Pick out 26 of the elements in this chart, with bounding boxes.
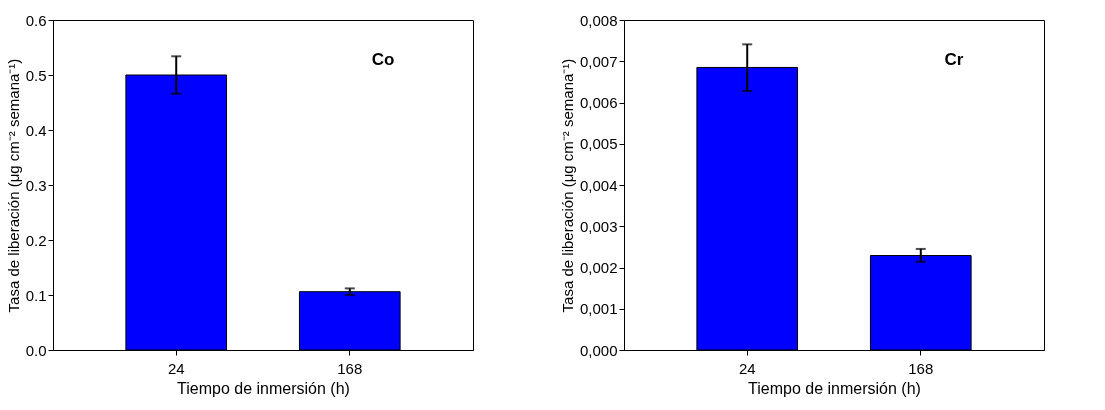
y-tick-label: 0,002 (579, 259, 618, 276)
y-tick-label: 0.4 (25, 121, 47, 139)
y-tick-label: 0,001 (579, 300, 618, 318)
x-axis-title: Tiempo de inmersión (h) (748, 379, 921, 397)
annotation: Co (371, 50, 395, 69)
y-axis-title: Tasa de liberación (μg cm⁻² semana⁻¹) (558, 58, 576, 313)
y-tick-label: 0.2 (25, 231, 47, 249)
y-tick-label: 0,000 (579, 341, 618, 359)
y-tick-label: 0,003 (579, 217, 618, 235)
y-tick-label: 0.5 (25, 66, 47, 84)
x-tick-label: 24 (738, 359, 756, 377)
y-tick-label: 0,004 (579, 176, 618, 194)
x-tick-label: 168 (908, 359, 934, 377)
y-tick-label: 0,005 (579, 135, 618, 153)
x-tick-label: 24 (167, 359, 185, 377)
y-tick-label: 0.3 (25, 176, 47, 194)
y-tick-label: 0.1 (25, 286, 47, 304)
y-tick-label: 0,006 (579, 94, 618, 111)
y-tick-label: 0,008 (579, 11, 618, 29)
y-tick-label: 0.0 (25, 341, 47, 359)
y-axis-title: Tasa de liberación (μg cm⁻² semana⁻¹) (4, 58, 22, 313)
x-axis-title: Tiempo de inmersión (h) (177, 379, 350, 397)
y-tick-label: 0.6 (25, 11, 47, 29)
annotation: Cr (944, 50, 964, 69)
x-tick-label: 168 (337, 359, 363, 377)
y-tick-label: 0,007 (579, 52, 618, 70)
